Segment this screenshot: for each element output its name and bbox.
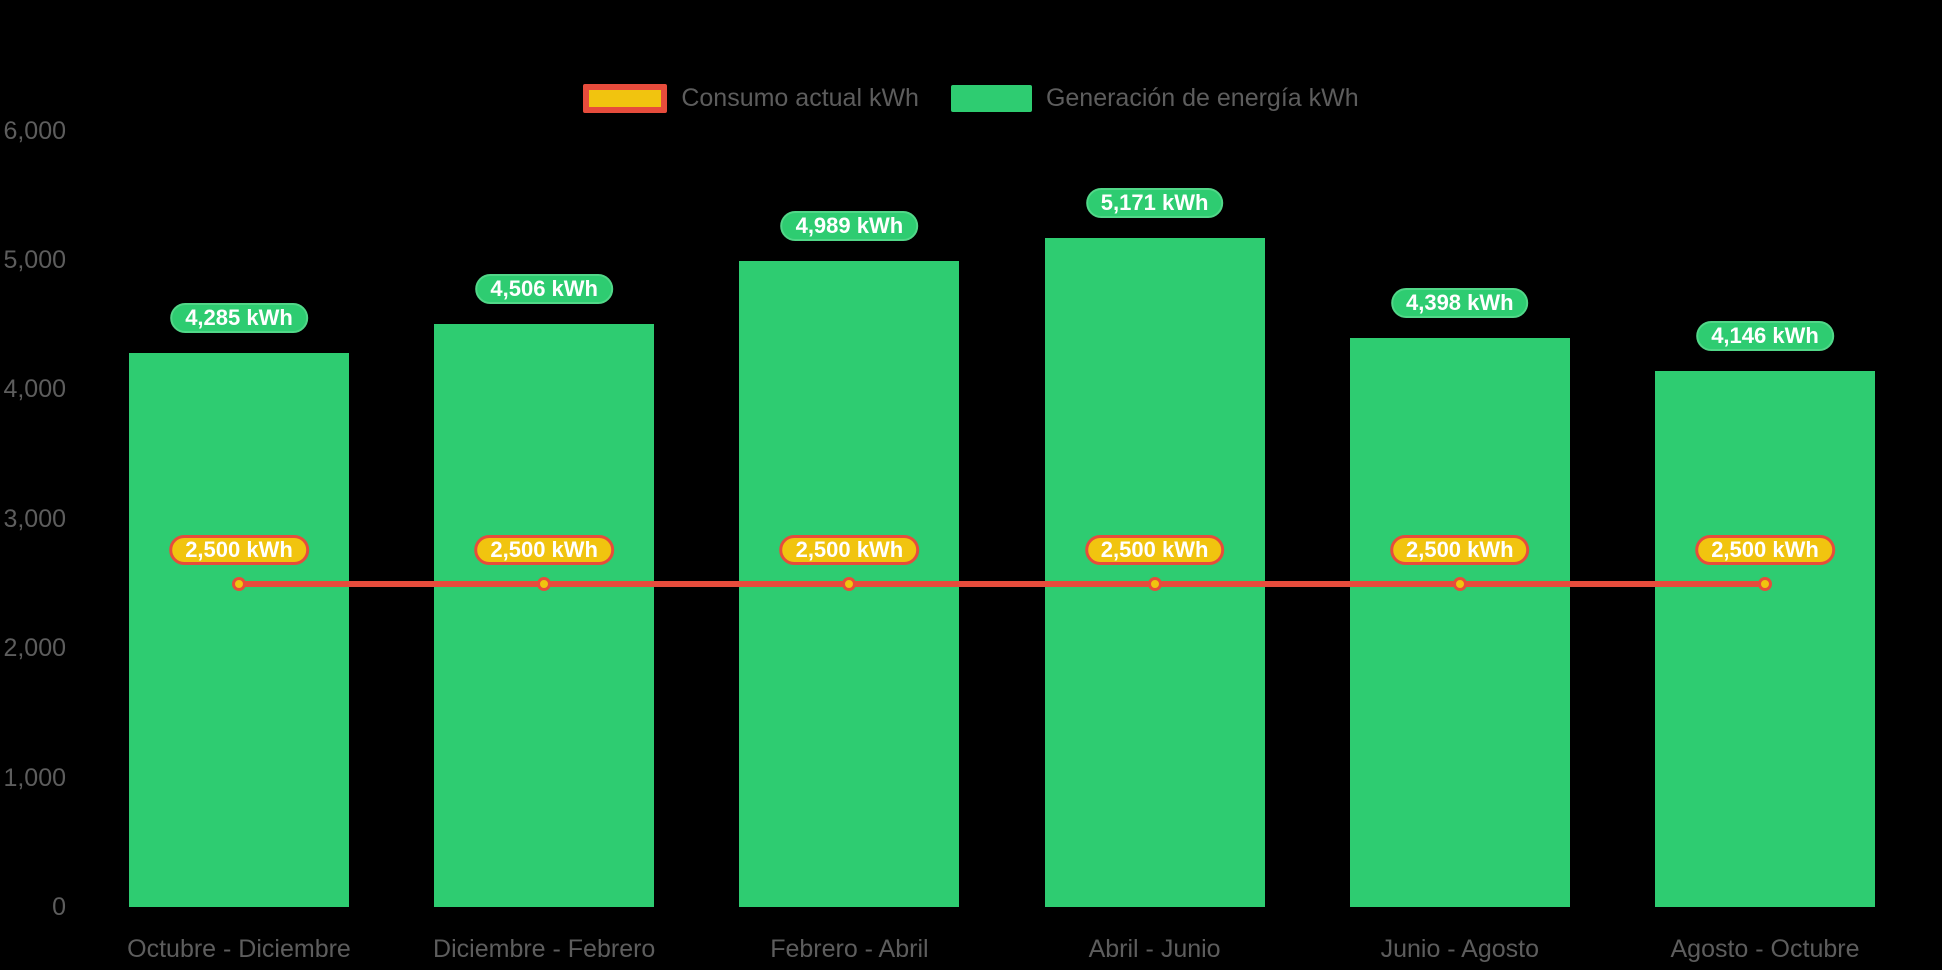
generation-value-label: 4,398 kWh: [1390, 287, 1529, 318]
generation-bar: [129, 352, 349, 907]
y-axis-tick-label: 6,000: [3, 116, 66, 145]
y-axis-tick-label: 2,000: [3, 634, 66, 663]
consumption-value-label: 2,500 kWh: [779, 534, 920, 565]
y-axis-tick-label: 0: [52, 893, 66, 921]
y-axis-tick-label: 1,000: [3, 763, 66, 792]
consumption-point: [1147, 576, 1162, 591]
generation-bar: [434, 323, 655, 907]
x-axis-category-label: Octubre - Diciembre: [127, 935, 351, 963]
legend: Consumo actual kWh Generación de energía…: [0, 84, 1942, 113]
x-axis-category-label: Junio - Agosto: [1380, 935, 1540, 963]
consumption-point: [842, 576, 857, 591]
y-axis-tick-label: 4,000: [3, 375, 66, 404]
consumption-point: [1452, 576, 1467, 591]
consumption-line: [239, 580, 1765, 587]
generation-value-label: 4,285 kWh: [170, 302, 308, 333]
generation-bar: [1044, 237, 1265, 907]
consumption-value-label: 2,500 kWh: [474, 534, 614, 565]
x-axis-category-label: Agosto - Octubre: [1670, 935, 1860, 963]
consumption-value-label: 2,500 kWh: [1389, 534, 1530, 565]
consumption-point: [232, 576, 246, 591]
consumption-point: [1758, 576, 1772, 591]
generation-bar: [1655, 370, 1875, 907]
generation-value-label: 4,146 kWh: [1696, 320, 1834, 351]
generation-value-label: 5,171 kWh: [1085, 187, 1224, 218]
generation-value-label: 4,989 kWh: [780, 211, 919, 242]
legend-item-generacion[interactable]: Generación de energía kWh: [950, 84, 1359, 113]
generacion-legend-swatch-icon: [950, 85, 1032, 112]
generation-bar: [1349, 337, 1570, 907]
x-axis-category-label: Febrero - Abril: [770, 935, 929, 963]
x-axis-category-label: Diciembre - Febrero: [433, 935, 656, 963]
consumption-value-label: 2,500 kWh: [169, 534, 309, 565]
x-axis-category-label: Abril - Junio: [1088, 935, 1221, 963]
consumption-point: [537, 576, 552, 591]
legend-label-generacion: Generación de energía kWh: [1045, 84, 1359, 112]
consumption-value-label: 2,500 kWh: [1695, 534, 1835, 565]
legend-label-consumo: Consumo actual kWh: [681, 84, 919, 112]
consumption-value-label: 2,500 kWh: [1084, 534, 1225, 565]
y-axis-tick-label: 5,000: [3, 246, 66, 274]
generation-value-label: 4,506 kWh: [475, 273, 613, 304]
consumo-legend-swatch-icon: [583, 84, 668, 113]
legend-item-consumo[interactable]: Consumo actual kWh: [583, 84, 919, 113]
y-axis-tick-label: 3,000: [3, 504, 66, 533]
